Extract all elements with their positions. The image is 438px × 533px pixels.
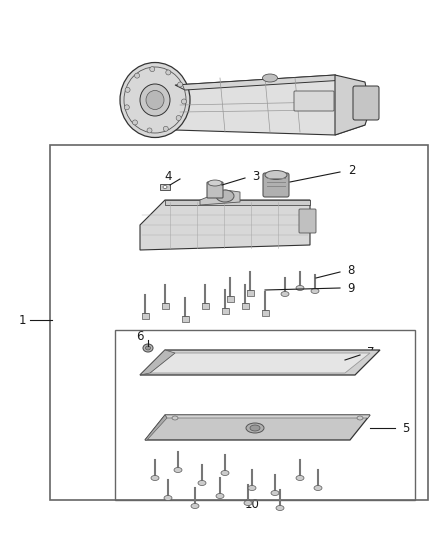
Ellipse shape	[357, 416, 363, 420]
Ellipse shape	[311, 288, 319, 294]
Ellipse shape	[124, 105, 129, 110]
Ellipse shape	[262, 74, 278, 82]
Ellipse shape	[146, 91, 164, 109]
Text: 3: 3	[252, 171, 259, 183]
Ellipse shape	[281, 292, 289, 296]
Polygon shape	[145, 75, 365, 135]
Ellipse shape	[125, 87, 130, 92]
Ellipse shape	[150, 67, 155, 71]
Ellipse shape	[216, 190, 234, 202]
Polygon shape	[145, 415, 370, 440]
Text: 5: 5	[402, 422, 410, 434]
Bar	[201, 303, 208, 309]
Text: 1: 1	[18, 313, 26, 327]
Ellipse shape	[132, 120, 138, 125]
Polygon shape	[175, 75, 345, 90]
Ellipse shape	[143, 344, 153, 352]
Text: 4: 4	[165, 171, 172, 183]
Text: 10: 10	[244, 498, 259, 512]
Ellipse shape	[172, 416, 178, 420]
Ellipse shape	[296, 475, 304, 481]
Ellipse shape	[248, 486, 256, 490]
Bar	[162, 303, 169, 309]
Bar	[50, 145, 428, 500]
Ellipse shape	[181, 99, 187, 104]
Ellipse shape	[296, 286, 304, 290]
Ellipse shape	[271, 490, 279, 496]
Ellipse shape	[151, 475, 159, 481]
Polygon shape	[140, 200, 310, 250]
Ellipse shape	[120, 62, 190, 138]
Ellipse shape	[198, 481, 206, 486]
Ellipse shape	[221, 471, 229, 475]
Bar	[241, 303, 248, 309]
Text: 6: 6	[136, 330, 144, 343]
Ellipse shape	[163, 185, 167, 189]
Polygon shape	[165, 200, 310, 205]
Ellipse shape	[265, 171, 287, 180]
Ellipse shape	[164, 496, 172, 500]
Bar	[247, 290, 254, 296]
Ellipse shape	[276, 505, 284, 511]
Ellipse shape	[250, 425, 260, 431]
Ellipse shape	[147, 128, 152, 133]
Polygon shape	[335, 75, 370, 135]
Polygon shape	[150, 353, 370, 373]
Ellipse shape	[208, 180, 222, 186]
Ellipse shape	[191, 504, 199, 508]
Bar	[261, 310, 268, 316]
Ellipse shape	[216, 494, 224, 498]
Text: 8: 8	[347, 263, 354, 277]
Text: 7: 7	[367, 346, 374, 359]
Ellipse shape	[178, 82, 183, 87]
Ellipse shape	[314, 486, 322, 490]
FancyBboxPatch shape	[353, 86, 379, 120]
FancyBboxPatch shape	[207, 182, 223, 198]
Bar	[226, 296, 233, 302]
Polygon shape	[140, 350, 380, 375]
Ellipse shape	[176, 116, 181, 120]
Ellipse shape	[174, 467, 182, 472]
Polygon shape	[140, 350, 175, 375]
Text: 2: 2	[348, 164, 356, 176]
FancyBboxPatch shape	[294, 91, 334, 111]
Ellipse shape	[166, 70, 171, 75]
Text: 9: 9	[347, 281, 354, 295]
Ellipse shape	[246, 423, 264, 433]
Ellipse shape	[244, 500, 252, 505]
Polygon shape	[165, 415, 370, 418]
Polygon shape	[200, 190, 240, 205]
FancyBboxPatch shape	[263, 173, 289, 197]
FancyBboxPatch shape	[299, 209, 316, 233]
Ellipse shape	[134, 73, 140, 78]
Ellipse shape	[163, 126, 168, 131]
Bar	[222, 308, 229, 314]
Polygon shape	[145, 415, 167, 440]
Bar	[115, 330, 415, 500]
Bar	[141, 313, 148, 319]
Ellipse shape	[140, 84, 170, 116]
Bar	[160, 184, 170, 190]
Bar	[181, 316, 188, 322]
Ellipse shape	[145, 346, 151, 350]
